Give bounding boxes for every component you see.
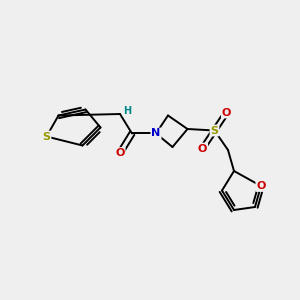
Text: H: H <box>123 106 132 116</box>
Text: O: O <box>198 143 207 154</box>
Text: S: S <box>43 131 50 142</box>
Text: O: O <box>256 181 266 191</box>
Text: O: O <box>115 148 125 158</box>
Text: O: O <box>222 107 231 118</box>
Text: S: S <box>211 125 218 136</box>
Text: N: N <box>152 128 160 139</box>
